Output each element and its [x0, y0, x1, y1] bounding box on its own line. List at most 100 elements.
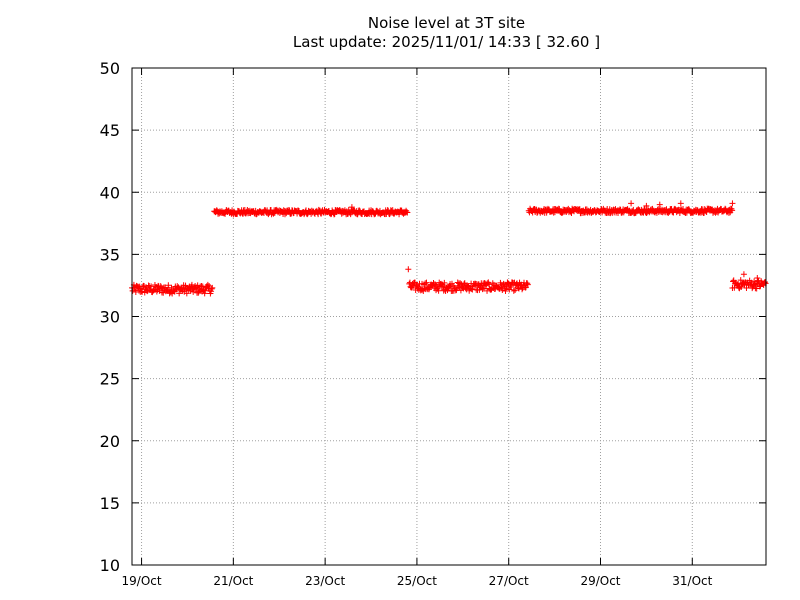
data-point [480, 285, 487, 292]
outlier-point [677, 200, 684, 207]
outlier-point [656, 201, 663, 208]
data-point [440, 282, 447, 289]
outlier-point [643, 202, 650, 209]
outlier-point [348, 204, 355, 211]
data-point [208, 285, 215, 292]
outlier-point [405, 266, 412, 273]
x-tick-label: 27/Oct [489, 574, 529, 588]
data-point [433, 282, 440, 289]
axis-ticks [132, 67, 766, 566]
chart-subtitle: Last update: 2025/11/01/ 14:33 [ 32.60 ] [292, 33, 601, 51]
data-point [463, 286, 470, 293]
x-tick-label: 29/Oct [580, 574, 620, 588]
data-point [484, 280, 491, 287]
data-point [201, 290, 208, 297]
data-point [371, 211, 378, 218]
data-point [513, 281, 520, 288]
data-point [735, 284, 742, 291]
data-point [753, 285, 760, 292]
data-point [181, 285, 188, 292]
data-point [356, 207, 363, 214]
data-point [190, 288, 197, 295]
data-point [447, 283, 454, 290]
data-point [435, 287, 442, 294]
data-point [129, 287, 136, 294]
data-point [505, 280, 512, 287]
data-point [441, 279, 448, 286]
data-point [206, 283, 213, 290]
data-point [725, 209, 732, 216]
chart-title: Noise level at 3T site [367, 14, 526, 32]
x-tick-label: 23/Oct [305, 574, 345, 588]
data-point [421, 285, 428, 292]
data-point [623, 206, 630, 213]
y-tick-label: 15 [100, 494, 120, 513]
data-point [576, 206, 583, 213]
data-point [524, 280, 531, 287]
data-point [459, 284, 466, 291]
data-point [209, 284, 216, 291]
data-point [183, 290, 190, 297]
data-point [495, 284, 502, 291]
data-point [148, 283, 155, 290]
data-point [160, 289, 167, 296]
data-point [315, 211, 322, 218]
outlier-point [754, 274, 761, 281]
data-point [144, 288, 151, 295]
data-point [510, 287, 517, 294]
data-point [485, 281, 492, 288]
data-point [743, 285, 750, 292]
data-point [524, 281, 531, 288]
plot-frame [131, 67, 767, 566]
data-point [512, 286, 519, 293]
x-tick-labels: 19/Oct 21/Oct 23/Oct 25/Oct 27/Oct 29/Oct 31/O… [122, 574, 713, 588]
outlier-point [729, 200, 736, 207]
data-point [761, 278, 768, 285]
y-tick-label: 30 [100, 308, 120, 327]
grid-lines [132, 68, 766, 565]
y-tick-label: 20 [100, 432, 120, 451]
data-point [737, 277, 744, 284]
y-tick-label: 10 [100, 556, 120, 575]
data-point [432, 281, 439, 288]
data-point [336, 206, 343, 213]
data-point [756, 283, 763, 290]
data-point [464, 282, 471, 289]
data-point [192, 285, 199, 292]
data-point [519, 286, 526, 293]
data-point [754, 277, 761, 284]
y-tick-label: 25 [100, 370, 120, 389]
chart-title-block: Noise level at 3T site Last update: 2025… [0, 14, 800, 52]
data-point [738, 283, 745, 290]
data-point [508, 283, 515, 290]
data-points [129, 200, 769, 297]
data-point [479, 286, 486, 293]
data-point [408, 284, 415, 291]
y-tick-label: 35 [100, 245, 120, 264]
data-point [500, 280, 507, 287]
data-point [729, 207, 736, 214]
data-point [423, 279, 430, 286]
x-tick-label: 21/Oct [213, 574, 253, 588]
y-tick-label: 40 [100, 183, 120, 202]
data-point [422, 280, 429, 287]
data-point [728, 205, 735, 212]
data-point [188, 281, 195, 288]
data-point [194, 282, 201, 289]
data-point [454, 279, 461, 286]
data-point [139, 288, 146, 295]
x-tick-label: 31/Oct [672, 574, 712, 588]
data-point [499, 286, 506, 293]
y-tick-label: 45 [100, 121, 120, 140]
outlier-point [628, 200, 635, 207]
data-point [192, 283, 199, 290]
x-tick-label: 25/Oct [397, 574, 437, 588]
data-point [176, 290, 183, 297]
data-point [281, 211, 288, 218]
x-tick-label: 19/Oct [122, 574, 162, 588]
outlier-point [740, 271, 747, 278]
data-point [550, 209, 557, 216]
y-tick-label: 50 [100, 59, 120, 78]
data-point [502, 287, 509, 294]
